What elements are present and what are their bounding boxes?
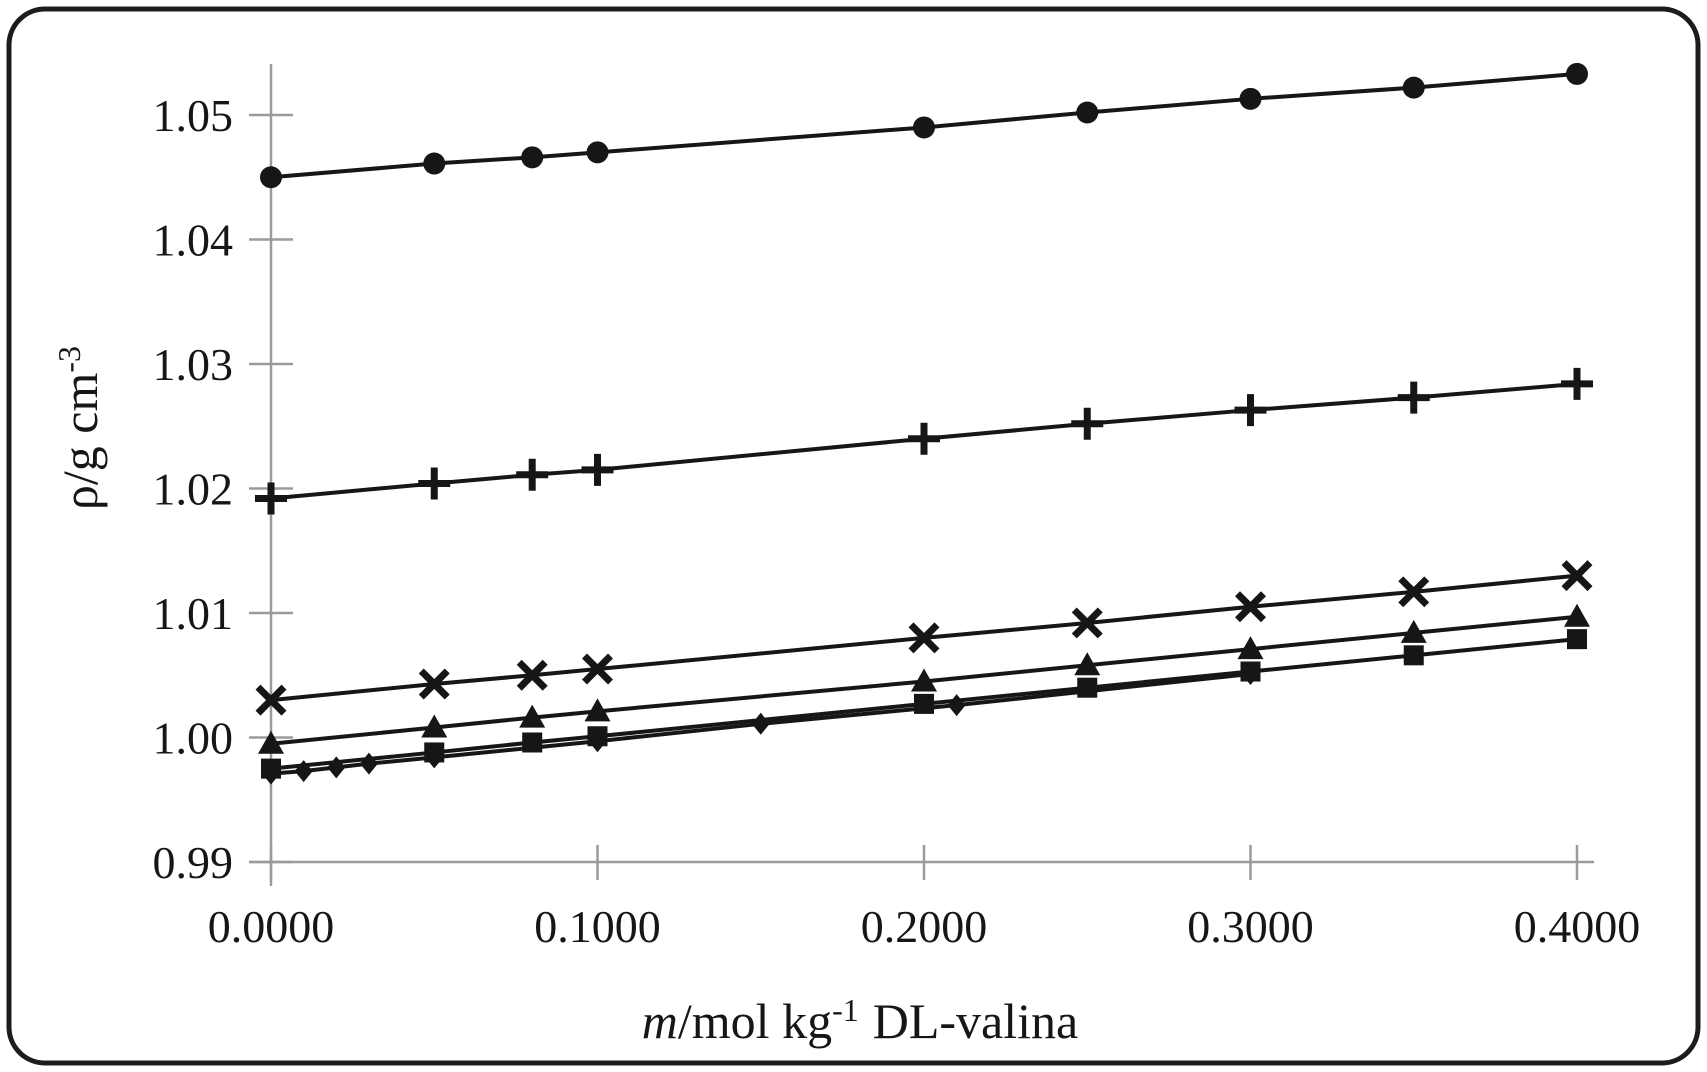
- cross-marker: [1398, 576, 1430, 608]
- plus-marker: [1561, 367, 1593, 400]
- y-tick-label: 1.01: [153, 588, 234, 639]
- y-tick-label: 1.02: [153, 464, 234, 515]
- diamond-marker: [751, 712, 770, 735]
- diamond-marker: [262, 762, 280, 785]
- cross-marker: [516, 659, 548, 691]
- plus-marker: [516, 458, 549, 491]
- diamond-marker: [359, 752, 378, 775]
- x-axis-title: m/mol kg-1 DL-valina: [642, 992, 1078, 1049]
- y-tick-label: 1.04: [153, 215, 234, 266]
- plus-marker: [1397, 381, 1430, 414]
- cross-marker: [582, 653, 613, 685]
- plus-marker: [1234, 394, 1267, 427]
- circle-marker: [260, 166, 282, 189]
- axes: 0.99 1.00 1.01 1.02 1.03 1.04 1.05 0.0000 0.1000…: [153, 64, 1641, 952]
- series-plus: [255, 367, 1593, 515]
- y-axis-title-superscript: -3: [51, 346, 87, 373]
- circle-marker: [521, 146, 544, 169]
- diamond-marker: [425, 746, 444, 769]
- series-filled-circle: [260, 62, 1588, 189]
- y-tick-label: 1.03: [153, 339, 234, 390]
- x-tick-label: 0.2000: [861, 901, 988, 952]
- square-marker: [1567, 629, 1587, 650]
- series-diamond: [262, 663, 1260, 785]
- data-series: [255, 62, 1593, 785]
- y-axis-title: ρ/g cm-3: [51, 346, 108, 510]
- x-tick-label: 0.1000: [534, 901, 661, 952]
- cross-marker: [1071, 607, 1103, 639]
- x-tick-label: 0.3000: [1187, 901, 1314, 952]
- x-tick-label: 0.4000: [1514, 901, 1641, 952]
- y-tick-label: 0.99: [153, 837, 234, 888]
- circle-marker: [1076, 101, 1099, 124]
- triangle-marker: [1564, 603, 1590, 627]
- y-tick-label: 1.05: [153, 90, 234, 141]
- circle-marker: [1402, 76, 1425, 99]
- triangle-marker: [1400, 619, 1427, 643]
- plus-marker: [255, 482, 287, 515]
- x-axis-title-superscript: -1: [832, 992, 859, 1028]
- cross-marker: [255, 684, 287, 716]
- square-marker: [1403, 645, 1424, 666]
- y-axis-title-main: ρ/g cm: [52, 373, 108, 511]
- cross-marker: [418, 668, 450, 700]
- triangle-marker: [519, 704, 546, 728]
- x-axis-title-suffix: DL-valina: [873, 993, 1078, 1049]
- x-axis-title-variable: m: [642, 993, 678, 1049]
- y-tick-label: 1.00: [153, 713, 234, 764]
- cross-marker: [908, 622, 940, 654]
- triangle-marker: [258, 730, 284, 754]
- triangle-marker: [1074, 652, 1101, 676]
- plus-marker: [581, 453, 614, 486]
- cross-marker: [1561, 560, 1593, 592]
- triangle-marker: [911, 668, 937, 692]
- square-marker: [1077, 677, 1098, 698]
- x-tick-label: 0.0000: [208, 901, 335, 952]
- cross-marker: [1235, 591, 1266, 623]
- circle-marker: [586, 141, 609, 164]
- diamond-marker: [327, 756, 346, 779]
- plus-marker: [418, 467, 451, 500]
- diamond-marker: [294, 760, 313, 783]
- series-cross: [255, 560, 1593, 716]
- triangle-marker: [584, 698, 611, 722]
- x-axis-title-unit: /mol kg: [678, 993, 832, 1049]
- circle-marker: [913, 116, 935, 139]
- plus-marker: [1071, 407, 1104, 440]
- series-triangle: [258, 603, 1590, 754]
- circle-marker: [423, 152, 446, 175]
- figure-border: [6, 6, 1701, 1066]
- diamond-marker: [588, 730, 607, 753]
- circle-marker: [1566, 62, 1588, 85]
- circle-marker: [1239, 87, 1262, 110]
- diamond-marker: [1241, 663, 1260, 686]
- plus-marker: [908, 422, 940, 455]
- triangle-marker: [421, 714, 448, 738]
- diamond-marker: [947, 694, 966, 717]
- triangle-marker: [1237, 636, 1264, 660]
